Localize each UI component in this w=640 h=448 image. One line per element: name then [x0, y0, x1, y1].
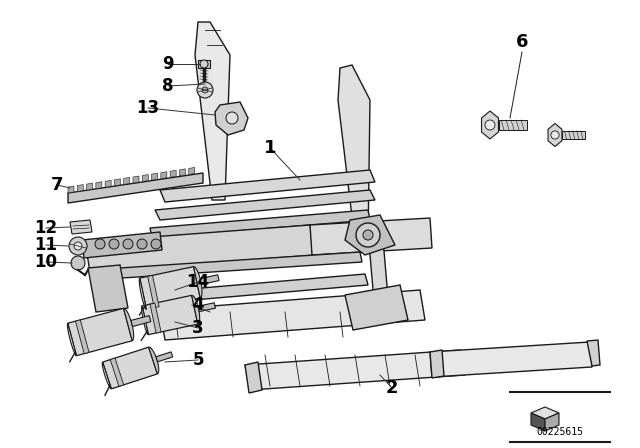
Text: 11: 11	[35, 236, 58, 254]
Polygon shape	[548, 124, 562, 146]
Polygon shape	[160, 170, 375, 202]
Polygon shape	[124, 177, 130, 185]
Polygon shape	[82, 232, 162, 258]
Circle shape	[69, 237, 87, 255]
Polygon shape	[245, 362, 262, 393]
Circle shape	[485, 120, 495, 130]
Polygon shape	[68, 308, 132, 356]
Circle shape	[123, 239, 133, 249]
Text: 4: 4	[192, 296, 204, 314]
Polygon shape	[77, 185, 83, 192]
Polygon shape	[85, 225, 315, 272]
Text: 7: 7	[51, 176, 63, 194]
Circle shape	[202, 87, 208, 93]
Polygon shape	[587, 340, 600, 366]
Text: 8: 8	[163, 77, 173, 95]
Polygon shape	[67, 323, 76, 356]
Polygon shape	[193, 267, 202, 298]
Polygon shape	[110, 358, 124, 386]
Polygon shape	[310, 218, 432, 255]
Polygon shape	[189, 168, 195, 174]
Polygon shape	[155, 190, 375, 220]
Text: 14: 14	[186, 273, 209, 291]
Text: 2: 2	[386, 379, 398, 397]
Polygon shape	[142, 175, 148, 181]
Polygon shape	[192, 295, 200, 324]
Polygon shape	[563, 131, 586, 139]
Polygon shape	[198, 60, 210, 68]
Polygon shape	[68, 186, 74, 193]
Circle shape	[151, 239, 161, 249]
Polygon shape	[150, 210, 370, 238]
Text: 1: 1	[264, 139, 276, 157]
Circle shape	[137, 239, 147, 249]
Text: 3: 3	[192, 319, 204, 337]
Circle shape	[71, 256, 85, 270]
Polygon shape	[481, 111, 499, 139]
Polygon shape	[140, 278, 147, 310]
Polygon shape	[545, 413, 559, 431]
Polygon shape	[531, 407, 559, 419]
Circle shape	[197, 82, 213, 98]
Circle shape	[74, 242, 82, 250]
Polygon shape	[195, 22, 230, 200]
Circle shape	[551, 131, 559, 139]
Polygon shape	[68, 173, 203, 203]
Polygon shape	[430, 350, 444, 378]
Polygon shape	[345, 285, 408, 330]
Text: 12: 12	[35, 219, 58, 237]
Polygon shape	[156, 352, 173, 362]
Polygon shape	[133, 176, 139, 183]
Circle shape	[356, 223, 380, 247]
Polygon shape	[160, 290, 425, 340]
Circle shape	[109, 239, 119, 249]
Polygon shape	[179, 169, 186, 176]
Polygon shape	[86, 183, 93, 190]
Text: 10: 10	[35, 253, 58, 271]
Circle shape	[363, 230, 373, 240]
Polygon shape	[170, 170, 176, 177]
Circle shape	[95, 239, 105, 249]
Polygon shape	[531, 413, 545, 431]
Polygon shape	[198, 303, 216, 312]
Text: 00225615: 00225615	[536, 427, 584, 437]
Polygon shape	[131, 315, 151, 327]
Polygon shape	[148, 276, 159, 308]
Polygon shape	[141, 306, 148, 335]
Polygon shape	[152, 173, 157, 180]
Polygon shape	[499, 120, 527, 130]
Polygon shape	[90, 252, 362, 280]
Polygon shape	[430, 342, 592, 377]
Polygon shape	[245, 350, 465, 390]
Polygon shape	[96, 182, 102, 189]
Polygon shape	[76, 320, 89, 353]
Polygon shape	[140, 267, 200, 310]
Polygon shape	[215, 102, 248, 135]
Polygon shape	[345, 215, 395, 255]
Polygon shape	[142, 295, 198, 335]
Polygon shape	[105, 180, 111, 187]
Polygon shape	[70, 220, 92, 234]
Polygon shape	[368, 228, 390, 324]
Circle shape	[226, 112, 238, 124]
Polygon shape	[102, 347, 157, 389]
Polygon shape	[115, 179, 120, 186]
Circle shape	[200, 60, 208, 68]
Polygon shape	[155, 274, 368, 303]
Polygon shape	[102, 362, 111, 389]
Polygon shape	[124, 308, 134, 341]
Polygon shape	[148, 347, 159, 374]
Polygon shape	[161, 172, 167, 179]
Polygon shape	[150, 303, 161, 333]
Text: 13: 13	[136, 99, 159, 117]
Polygon shape	[338, 65, 370, 242]
Text: 6: 6	[516, 33, 528, 51]
Text: 5: 5	[192, 351, 204, 369]
Polygon shape	[88, 265, 128, 312]
Text: 9: 9	[162, 55, 174, 73]
Polygon shape	[200, 275, 219, 284]
